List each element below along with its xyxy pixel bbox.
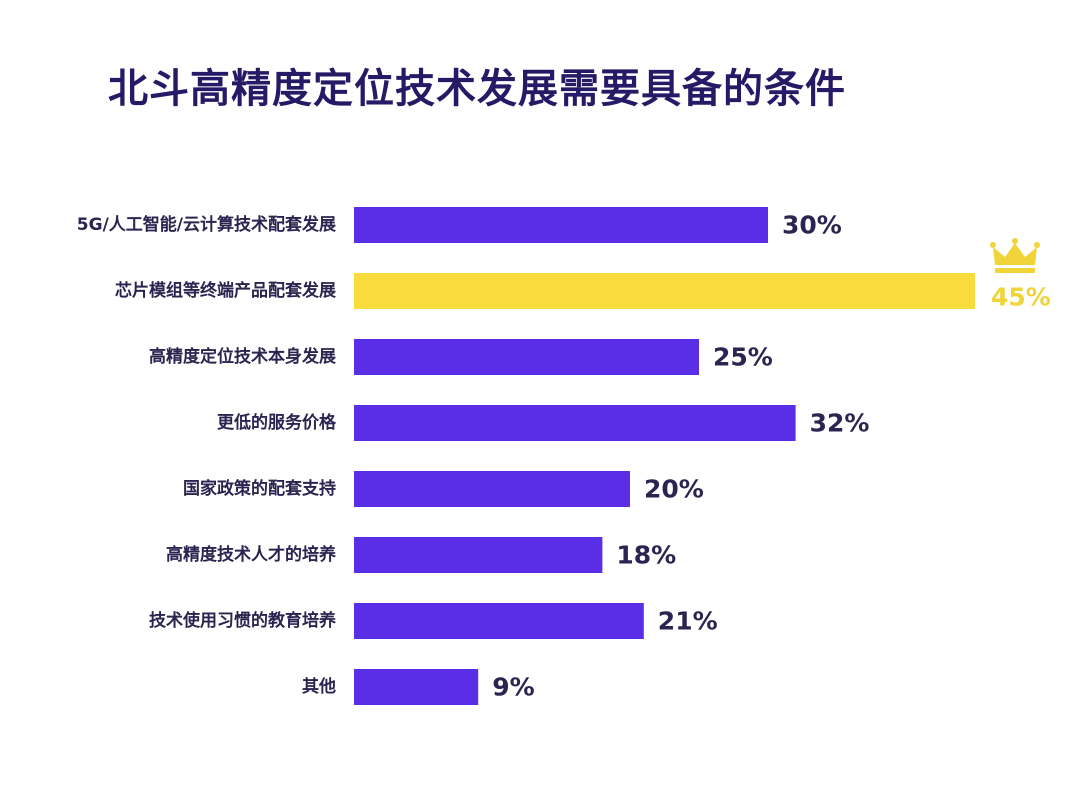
- category-label: 高精度定位技术本身发展: [149, 346, 336, 367]
- bar-highlight: [354, 273, 975, 309]
- bar: [354, 405, 796, 441]
- bar: [354, 669, 479, 705]
- value-label: 9%: [492, 673, 534, 702]
- bar: [354, 603, 644, 639]
- value-label: 20%: [644, 475, 704, 504]
- value-label: 25%: [713, 343, 773, 372]
- bar: [354, 207, 768, 243]
- category-label: 其他: [302, 676, 336, 697]
- bar: [354, 537, 603, 573]
- category-label: 高精度技术人才的培养: [166, 544, 337, 565]
- bar: [354, 339, 699, 375]
- category-label: 芯片模组等终端产品配套发展: [115, 280, 336, 301]
- category-label: 国家政策的配套支持: [183, 478, 336, 499]
- value-label: 18%: [616, 541, 676, 570]
- chart-title: 北斗高精度定位技术发展需要具备的条件: [108, 66, 846, 112]
- crown-icon: [990, 238, 1040, 273]
- value-label: 32%: [810, 409, 870, 438]
- value-label: 45%: [991, 283, 1051, 312]
- category-label: 技术使用习惯的教育培养: [149, 610, 337, 631]
- value-label: 30%: [782, 211, 842, 240]
- category-label: 5G/人工智能/云计算技术配套发展: [77, 214, 336, 235]
- value-label: 21%: [658, 607, 718, 636]
- bar: [354, 471, 630, 507]
- category-label: 更低的服务价格: [217, 412, 337, 433]
